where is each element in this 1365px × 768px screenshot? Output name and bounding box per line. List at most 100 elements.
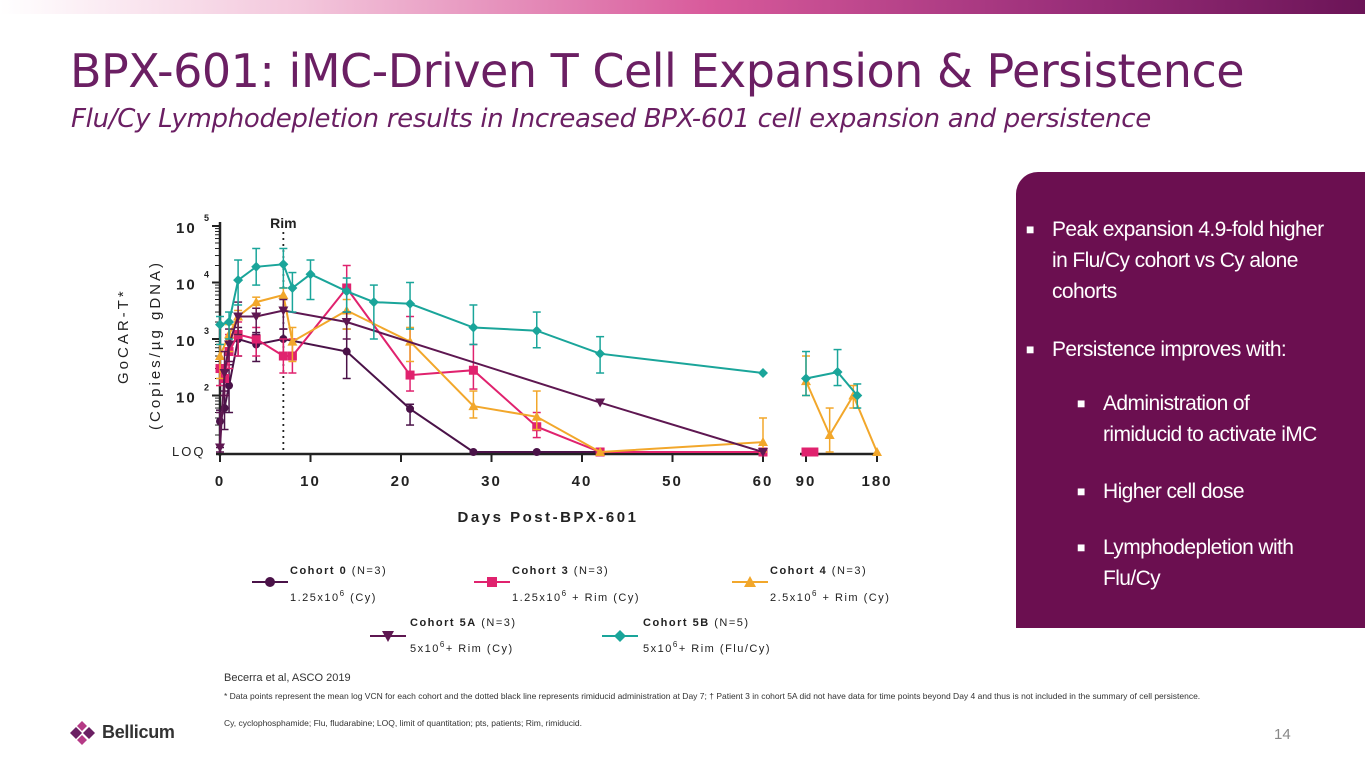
data-point-c3 — [809, 447, 819, 457]
legend-dose-cohort5a: 5x106+ Rim (Cy) — [410, 640, 514, 655]
data-point-c0 — [469, 448, 478, 456]
data-point-c5b — [405, 298, 416, 309]
legend-label-cohort5b: Cohort 5B (N=5) — [643, 617, 750, 629]
data-point-c5b — [852, 390, 863, 401]
data-point-c5b — [278, 259, 289, 270]
data-point-c5a — [595, 398, 606, 408]
data-point-c5b — [224, 316, 235, 327]
data-point-c5a — [219, 369, 230, 379]
series-c0 — [216, 326, 814, 453]
slide-title: BPX-601: iMC-Driven T Cell Expansion & P… — [70, 44, 1245, 98]
y-tick-label: 10 — [176, 333, 197, 350]
data-point-c5b — [341, 286, 352, 297]
x-tick-label: 20 — [391, 473, 412, 490]
top-accent-bar — [0, 0, 1365, 14]
slide-subtitle: Flu/Cy Lymphodepletion results in Increa… — [71, 104, 1151, 134]
data-point-c3 — [468, 365, 478, 375]
legend-marker-cohort3 — [474, 577, 510, 587]
data-point-c4 — [251, 297, 262, 307]
sub-bullet-cell-dose: ■ Higher cell dose — [1077, 480, 1245, 503]
bullet-persistence: ■ Persistence improves with: — [1026, 338, 1287, 361]
data-point-c0 — [342, 347, 351, 356]
legend-label-cohort4: Cohort 4 (N=3) — [770, 565, 868, 577]
x-tick-label: 10 — [300, 473, 321, 490]
footnote-data-points: * Data points represent the mean log VCN… — [224, 691, 1201, 701]
x-tick-label: 90 — [796, 473, 817, 490]
data-point-c5b — [368, 297, 379, 308]
legend-marker-cohort5a — [370, 631, 406, 642]
x-tick-label: 40 — [572, 473, 593, 490]
bellicum-logo-text: Bellicum — [102, 722, 175, 742]
y-axis-title-line2: (Copies/µg gDNA) — [147, 260, 164, 430]
series-line-c5b — [219, 263, 764, 374]
data-point-c5a — [278, 306, 289, 316]
data-point-c5b — [251, 261, 262, 272]
legend-label-cohort0: Cohort 0 (N=3) — [290, 565, 388, 577]
data-point-c4 — [278, 290, 289, 300]
rim-annotation: Rim — [270, 215, 296, 231]
data-point-c5b — [801, 373, 811, 384]
bullet-peak-expansion: ■ Peak expansion 4.9-fold higher in Flu/… — [1026, 218, 1324, 303]
citation: Becerra et al, ASCO 2019 — [224, 672, 351, 684]
sub-bullet-lymphodepletion: ■ Lymphodepletion with Flu/Cy — [1077, 536, 1294, 590]
series-line-late-c4 — [805, 380, 878, 453]
legend-dose-cohort3: 1.25x106 + Rim (Cy) — [512, 589, 641, 604]
y-tick-label: 10 — [176, 277, 197, 294]
y-tick-exponent: 3 — [204, 326, 209, 336]
y-tick-exponent: 4 — [204, 270, 209, 280]
data-point-c4 — [595, 447, 606, 456]
x-tick-label: 50 — [662, 473, 683, 490]
y-tick-label: 10 — [176, 220, 197, 237]
data-point-c4 — [758, 437, 768, 447]
sub-bullet-rimiducid: ■ Administration of rimiducid to activat… — [1077, 392, 1317, 446]
x-tick-label: 60 — [753, 473, 774, 490]
series-c4 — [216, 287, 878, 454]
data-point-c5a — [758, 448, 768, 457]
key-findings-panel: ■ Peak expansion 4.9-fold higher in Flu/… — [1016, 172, 1365, 628]
data-point-c3 — [278, 351, 288, 361]
x-tick-label: 0 — [215, 473, 225, 490]
series-line-c4 — [219, 293, 764, 454]
data-point-c3 — [801, 447, 811, 457]
data-point-c4 — [872, 447, 882, 456]
bellicum-logo-mark — [70, 721, 95, 745]
data-point-c4 — [531, 411, 542, 421]
persistence-chart: 10 5 10 4 10 3 10 2 LOQ GoCAR-T* (Copies/µg gDNA) 0… — [115, 213, 892, 526]
y-tick-exponent: 5 — [204, 213, 209, 223]
legend-label-cohort5a: Cohort 5A (N=3) — [410, 617, 517, 629]
data-point-c5a — [251, 312, 262, 322]
legend-marker-cohort0 — [252, 577, 288, 587]
footnote-abbreviations: Cy, cyclophosphamide; Flu, fludarabine; … — [224, 718, 582, 728]
legend-dose-cohort0: 1.25x106 (Cy) — [290, 589, 377, 604]
data-point-c5b — [758, 368, 768, 379]
x-tick-label: 180 — [861, 473, 892, 490]
legend-dose-cohort5b: 5x106+ Rim (Flu/Cy) — [643, 640, 772, 655]
data-point-c0 — [406, 404, 415, 413]
data-point-c0 — [225, 381, 234, 390]
data-point-c4 — [468, 401, 479, 411]
data-point-c5b — [531, 325, 542, 336]
data-point-c5b — [468, 322, 479, 333]
page-number: 14 — [1274, 726, 1291, 743]
series-c5a — [216, 298, 764, 453]
data-point-c3 — [251, 334, 261, 344]
bellicum-logo: Bellicum — [68, 718, 178, 753]
data-point-c5b — [305, 269, 316, 280]
series-line-late-c5b — [805, 371, 859, 397]
data-point-c3 — [405, 370, 415, 380]
data-point-c5a — [341, 317, 352, 327]
data-point-c5b — [832, 367, 843, 378]
data-point-c5b — [595, 348, 606, 359]
data-point-c4 — [287, 336, 298, 346]
series-line-c0 — [219, 337, 763, 453]
data-point-c5a — [233, 312, 244, 322]
legend-dose-cohort4: 2.5x106 + Rim (Cy) — [770, 589, 891, 604]
legend-marker-cohort4 — [732, 576, 768, 587]
plot-layer: 10 5 10 4 10 3 10 2 LOQ GoCAR-T* (Copies/µg gDNA) 0… — [115, 213, 892, 526]
data-point-c5a — [224, 340, 235, 350]
x-axis-title: Days Post-BPX-601 — [458, 509, 639, 526]
loq-label: LOQ — [172, 444, 205, 459]
data-point-c5b — [233, 275, 244, 286]
data-point-c5b — [287, 282, 298, 293]
y-tick-label: 10 — [176, 390, 197, 407]
